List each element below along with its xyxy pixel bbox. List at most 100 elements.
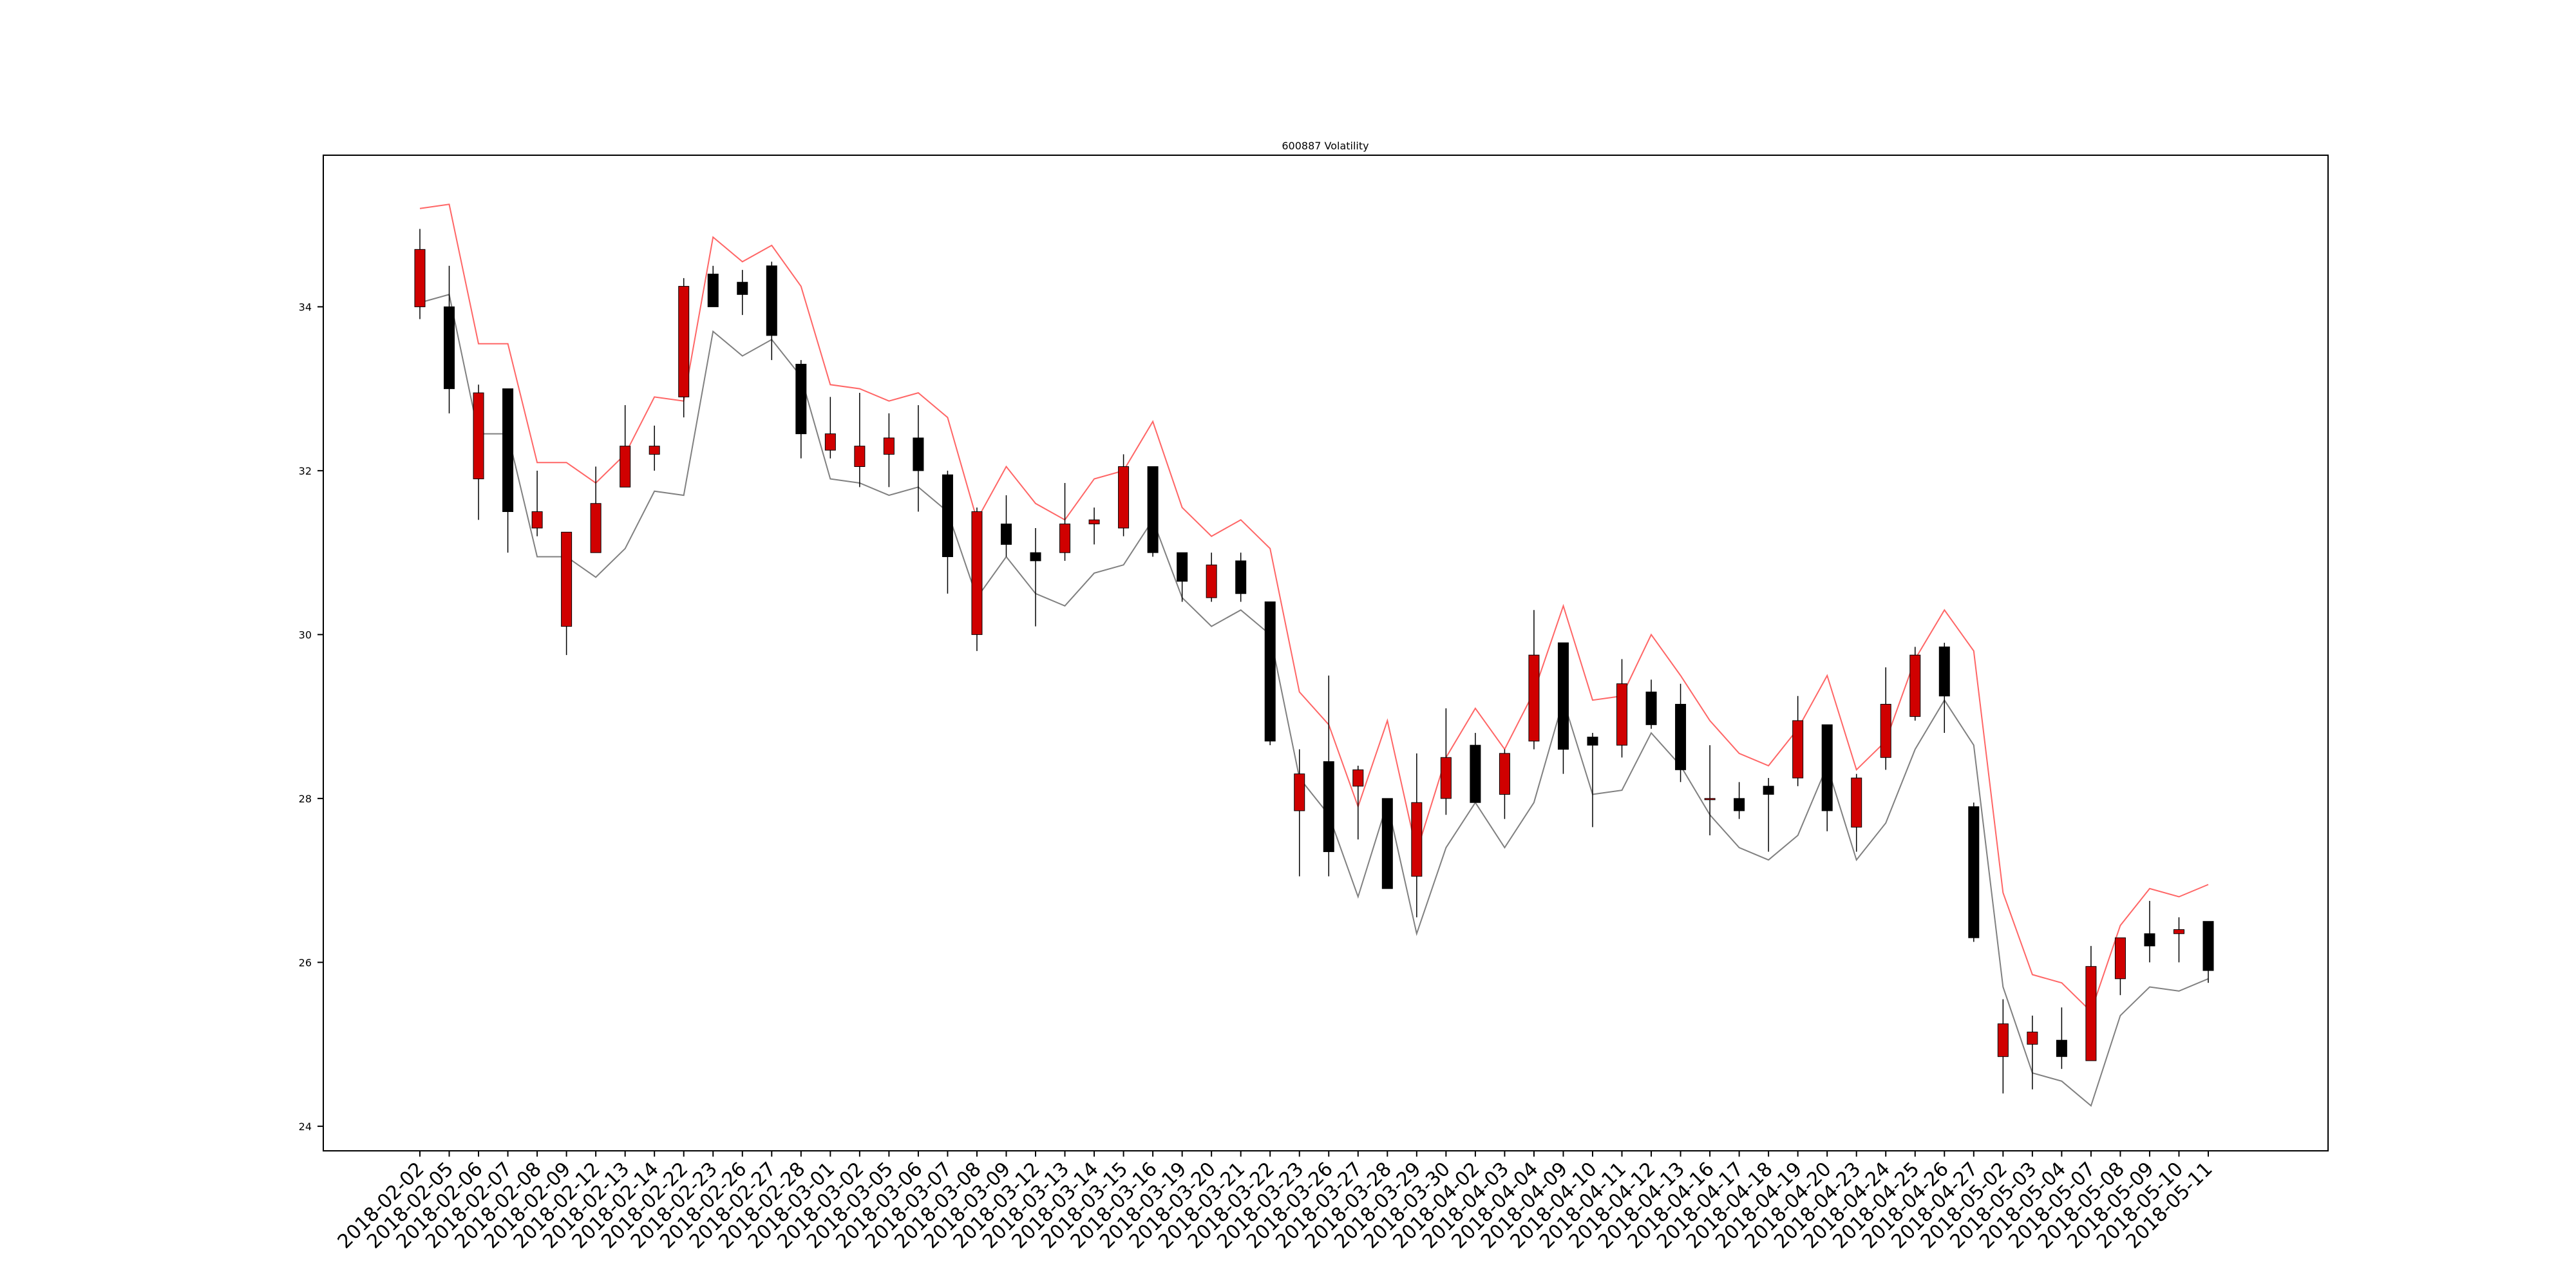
- candle-body-up: [1411, 802, 1423, 877]
- candlestick: [1177, 552, 1188, 602]
- candle-body-up: [1118, 466, 1130, 529]
- candle-body-down: [2144, 933, 2155, 947]
- candlestick: [737, 270, 748, 316]
- candle-body-up: [1616, 683, 1628, 746]
- candle-body-down: [1147, 466, 1159, 553]
- y-axis: 24 26 28 30 32 34: [299, 301, 323, 1133]
- candle-body-down: [2202, 921, 2214, 971]
- candle-body-up: [1440, 757, 1452, 799]
- candle-body-down: [1264, 601, 1276, 742]
- candlestick: [1323, 675, 1334, 876]
- candlestick: [1294, 749, 1305, 876]
- candle-body-down: [1557, 642, 1569, 750]
- candlestick: [444, 265, 455, 413]
- candle-body-up: [1704, 798, 1716, 800]
- candle-body-up: [854, 446, 866, 468]
- candlestick: [414, 229, 426, 319]
- candlestick: [1528, 610, 1540, 750]
- x-axis: 2018-02-022018-02-052018-02-062018-02-07…: [334, 1151, 2217, 1253]
- candle-body-down: [1734, 798, 1745, 811]
- candlestick: [971, 507, 983, 651]
- candlestick: [1381, 798, 1393, 889]
- y-tick-label: 34: [299, 301, 312, 313]
- candlestick: [1352, 765, 1364, 840]
- candle-body-down: [1968, 806, 1980, 938]
- candlestick: [1206, 553, 1217, 602]
- candlestick: [1909, 647, 1921, 721]
- candlestick: [1938, 643, 1950, 734]
- candle-body-up: [1499, 753, 1510, 795]
- candle-body-down: [1177, 552, 1188, 582]
- candle-body-up: [2173, 929, 2184, 934]
- candlestick: [1763, 778, 1774, 852]
- candlestick: [1557, 642, 1569, 774]
- candlestick: [2144, 900, 2155, 963]
- candle-body-down: [2056, 1039, 2067, 1057]
- candlestick: [1734, 782, 1745, 819]
- candle-body-up: [1206, 564, 1217, 598]
- y-tick-label: 32: [299, 465, 312, 477]
- candles-layer: [414, 229, 2214, 1094]
- candlestick: [1030, 527, 1041, 627]
- candlestick: [1645, 679, 1657, 729]
- candlestick: [1088, 507, 1100, 545]
- candlestick: [1587, 733, 1598, 828]
- candle-body-down: [1000, 524, 1012, 545]
- chart-title: 600887 Volatility: [1282, 140, 1368, 152]
- candle-body-down: [1645, 691, 1657, 725]
- candlestick: [766, 261, 777, 361]
- candlestick: [795, 360, 807, 459]
- candlestick: [1968, 802, 1980, 942]
- candle-body-up: [1851, 777, 1862, 828]
- candlestick: [531, 470, 543, 536]
- candlestick: [2173, 917, 2184, 963]
- candlestick: [2056, 1007, 2067, 1069]
- candle-body-up: [620, 446, 631, 488]
- candle-body-up: [971, 511, 983, 635]
- candlestick: [473, 384, 484, 520]
- candle-body-up: [1528, 654, 1540, 742]
- candlestick: [1851, 773, 1862, 852]
- candle-body-up: [561, 531, 573, 627]
- candlestick: [883, 413, 895, 488]
- candle-body-up: [1997, 1023, 2009, 1057]
- candlestick: [1118, 454, 1130, 536]
- candlestick: [1235, 553, 1247, 602]
- y-tick-label: 26: [299, 956, 312, 969]
- candle-body-down: [913, 437, 924, 471]
- candlestick: [620, 405, 631, 488]
- candlestick: [649, 425, 660, 471]
- candle-body-down: [1323, 761, 1334, 853]
- candlestick: [502, 388, 514, 553]
- candlestick: [1821, 724, 1833, 831]
- candle-body-up: [590, 503, 601, 553]
- candle-body-down: [1675, 704, 1687, 770]
- candlestick: [1675, 683, 1687, 782]
- candle-body-up: [2114, 937, 2126, 980]
- candle-body-down: [444, 306, 455, 390]
- y-tick-label: 24: [299, 1121, 312, 1133]
- candle-body-up: [883, 437, 895, 455]
- candlestick: [824, 397, 836, 459]
- candle-body-up: [649, 446, 660, 455]
- candle-body-up: [473, 392, 484, 480]
- candlestick: [561, 531, 573, 656]
- candle-body-up: [2027, 1031, 2038, 1045]
- candle-body-up: [1352, 769, 1364, 787]
- candle-body-up: [824, 433, 836, 451]
- candlestick: [678, 278, 690, 418]
- candle-body-down: [1381, 798, 1393, 889]
- candlestick: [1792, 696, 1804, 786]
- candle-body-down: [1235, 560, 1247, 594]
- candlestick: [2085, 945, 2097, 1061]
- candle-body-up: [678, 286, 690, 397]
- candlestick: [707, 265, 719, 307]
- candle-body-up: [1880, 704, 1891, 758]
- candlestick: [1499, 749, 1510, 819]
- candle-body-up: [1059, 524, 1071, 553]
- candle-body-down: [1821, 724, 1833, 811]
- candlestick: [2202, 921, 2214, 983]
- candlestick: [1704, 745, 1716, 836]
- plot-area-frame: [323, 155, 2329, 1151]
- candlestick: [2027, 1016, 2038, 1090]
